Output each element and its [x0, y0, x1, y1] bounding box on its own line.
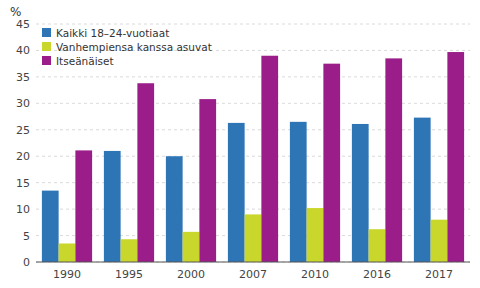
bar: [245, 214, 262, 262]
bar: [431, 220, 448, 262]
grid: [36, 24, 470, 262]
bar: [42, 191, 59, 262]
grid-line: [36, 103, 470, 104]
x-tick-label: 2000: [177, 268, 205, 281]
y-tick-label: 15: [16, 177, 30, 190]
bar: [228, 123, 245, 262]
grid-line: [36, 24, 470, 25]
bar: [183, 232, 200, 262]
bar: [104, 151, 121, 262]
grid-line: [36, 209, 470, 210]
grid-line: [36, 156, 470, 157]
x-tick-label: 1990: [53, 268, 81, 281]
legend-label: Vanhempiensa kanssa asuvat: [56, 41, 212, 53]
y-tick-label: 40: [16, 44, 30, 57]
y-tick-label: 5: [23, 230, 30, 243]
x-tick-label: 2010: [301, 268, 329, 281]
y-tick-label: 35: [16, 71, 30, 84]
legend: Kaikki 18–24-vuotiaat Vanhempiensa kanssa…: [42, 27, 212, 67]
bar: [75, 150, 92, 262]
legend-label: Itseänäiset: [56, 55, 114, 67]
chart: 0 5 10 15 20 25 30 35 40 45% 1990 1995 2000 2007 2010 2…: [0, 0, 480, 288]
x-axis-line: [36, 262, 470, 263]
y-tick-label: 20: [16, 150, 30, 163]
bar: [290, 122, 307, 262]
bars: [42, 52, 464, 262]
bar: [59, 243, 76, 262]
x-tick-label: 1995: [115, 268, 143, 281]
bar: [369, 229, 386, 262]
grid-line: [36, 129, 470, 130]
bar: [261, 56, 278, 262]
bar: [447, 52, 464, 262]
bar: [385, 58, 402, 262]
y-tick-label: 0: [23, 256, 30, 269]
y-tick-label: 25: [16, 124, 30, 137]
legend-swatch: [42, 56, 51, 65]
y-axis-label: %: [10, 5, 21, 19]
bar: [121, 239, 138, 262]
bar: [414, 118, 431, 262]
bar: [352, 124, 369, 262]
y-tick-label: 30: [16, 97, 30, 110]
legend-swatch: [42, 28, 51, 37]
x-tick-label: 2017: [425, 268, 453, 281]
grid-line: [36, 76, 470, 77]
bar: [307, 208, 324, 262]
grid-line: [36, 182, 470, 183]
bar: [323, 64, 340, 262]
legend-swatch: [42, 42, 51, 51]
x-tick-label: 2016: [363, 268, 391, 281]
bar: [199, 99, 216, 262]
bar: [137, 83, 154, 262]
bar: [166, 156, 183, 262]
y-tick-label: 45: [16, 18, 30, 31]
grid-line: [36, 262, 470, 263]
y-tick-label: 10: [16, 203, 30, 216]
legend-label: Kaikki 18–24-vuotiaat: [56, 27, 169, 39]
x-tick-label: 2007: [239, 268, 267, 281]
